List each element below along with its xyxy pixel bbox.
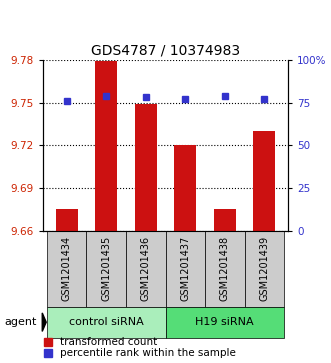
Text: control siRNA: control siRNA — [69, 317, 144, 327]
Bar — [47, 231, 86, 307]
Text: GSM1201437: GSM1201437 — [180, 236, 190, 301]
Bar — [95, 61, 117, 231]
Bar — [126, 231, 166, 307]
Bar — [86, 231, 126, 307]
Bar — [174, 145, 196, 231]
Bar — [56, 209, 77, 231]
Bar — [47, 307, 166, 338]
Bar — [214, 209, 236, 231]
Text: GSM1201435: GSM1201435 — [101, 236, 111, 301]
Text: GSM1201434: GSM1201434 — [62, 236, 72, 301]
Bar — [254, 131, 275, 231]
Bar — [166, 231, 205, 307]
Text: agent: agent — [5, 317, 37, 327]
Text: H19 siRNA: H19 siRNA — [195, 317, 254, 327]
Bar — [205, 231, 245, 307]
Text: GSM1201438: GSM1201438 — [220, 236, 230, 301]
Text: transformed count: transformed count — [60, 337, 158, 347]
Bar — [245, 231, 284, 307]
Polygon shape — [42, 313, 46, 331]
Bar — [135, 104, 157, 231]
Text: percentile rank within the sample: percentile rank within the sample — [60, 348, 236, 359]
Text: GSM1201439: GSM1201439 — [259, 236, 269, 301]
Bar — [166, 307, 284, 338]
Title: GDS4787 / 10374983: GDS4787 / 10374983 — [91, 43, 240, 57]
Text: GSM1201436: GSM1201436 — [141, 236, 151, 301]
